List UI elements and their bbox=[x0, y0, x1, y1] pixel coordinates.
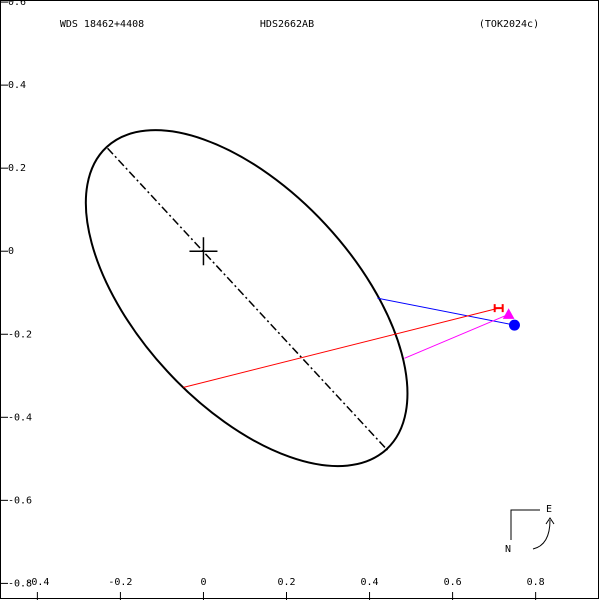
measurement-point bbox=[493, 304, 504, 313]
orbit-ellipse bbox=[84, 129, 409, 468]
compass-axes bbox=[510, 509, 540, 540]
compass-north: N bbox=[505, 544, 511, 555]
residual-line bbox=[377, 297, 515, 326]
measurement-point bbox=[508, 319, 520, 331]
residual-line bbox=[404, 313, 509, 359]
x-tick-label: 0 bbox=[200, 577, 206, 588]
compass-east: E bbox=[546, 504, 552, 515]
primary-star bbox=[189, 237, 218, 266]
x-tick-label: -0.2 bbox=[108, 577, 132, 588]
x-tick-label: -0.4 bbox=[25, 577, 49, 588]
y-tick-label: -0.8 bbox=[8, 578, 32, 589]
residual-line bbox=[183, 307, 499, 388]
x-tick-label: 0.8 bbox=[527, 577, 545, 588]
y-tick-label: 0 bbox=[8, 246, 14, 257]
y-tick-label: 0.4 bbox=[8, 80, 26, 91]
x-tick-label: 0.6 bbox=[444, 577, 462, 588]
reference: (TOK2024c) bbox=[479, 19, 539, 30]
compass-arrow bbox=[532, 517, 555, 550]
y-tick-label: 0.6 bbox=[8, 0, 26, 8]
y-tick-label: -0.4 bbox=[8, 412, 32, 423]
x-tick-label: 0.2 bbox=[277, 577, 295, 588]
chart-title: WDS 18462+4408 bbox=[60, 19, 144, 30]
y-tick-label: -0.2 bbox=[8, 329, 32, 340]
chart-subtitle: HDS2662AB bbox=[260, 19, 314, 30]
y-tick-label: 0.2 bbox=[8, 163, 26, 174]
x-tick-label: 0.4 bbox=[361, 577, 379, 588]
y-tick-label: -0.6 bbox=[8, 495, 32, 506]
node-line bbox=[106, 147, 388, 451]
measurement-point bbox=[502, 308, 515, 319]
